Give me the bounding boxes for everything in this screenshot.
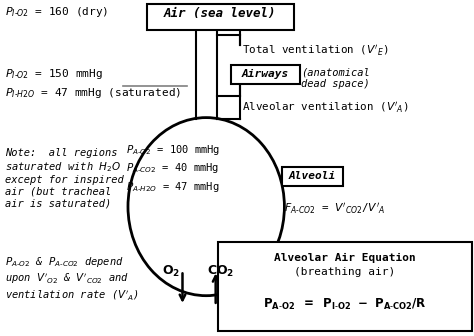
Text: $P_{A\text{-}H2O}$ = 47 mmHg: $P_{A\text{-}H2O}$ = 47 mmHg (126, 180, 219, 194)
Text: $P_{I\text{-}O2}$ = 160 (dry): $P_{I\text{-}O2}$ = 160 (dry) (5, 5, 108, 19)
Text: $P_{I\text{-}H2O}$ = 47 mmHg (saturated): $P_{I\text{-}H2O}$ = 47 mmHg (saturated) (5, 86, 181, 100)
Text: Alveolar Air Equation: Alveolar Air Equation (274, 253, 416, 263)
Text: $P_{I\text{-}O2}$ = 150 mmHg: $P_{I\text{-}O2}$ = 150 mmHg (5, 67, 102, 81)
Text: $\mathbf{O_2}$: $\mathbf{O_2}$ (162, 264, 180, 279)
Text: $F_{A\text{-}CO2}$ = $V'_{CO2}$/$V'_A$: $F_{A\text{-}CO2}$ = $V'_{CO2}$/$V'_A$ (284, 202, 386, 216)
FancyBboxPatch shape (231, 65, 300, 84)
Text: Alveoli: Alveoli (289, 171, 336, 181)
Text: $\mathbf{P_{A\text{-}O2}}$ $\mathbf{=}$ $\mathbf{P_{I\text{-}O2}}$ $\mathbf{-}$ : $\mathbf{P_{A\text{-}O2}}$ $\mathbf{=}$ … (263, 297, 427, 312)
Text: $P_{A\text{-}CO2}$ = 40 mmHg: $P_{A\text{-}CO2}$ = 40 mmHg (126, 161, 219, 175)
Text: (breathing air): (breathing air) (294, 267, 396, 277)
FancyBboxPatch shape (282, 167, 343, 186)
Text: $\mathbf{CO_2}$: $\mathbf{CO_2}$ (207, 264, 234, 279)
Text: (anatomical
dead space): (anatomical dead space) (301, 67, 370, 89)
Text: $P_{A\text{-}O2}$ & $P_{A\text{-}CO2}$ depend
upon $V'_{O2}$ & $V'_{CO2}$ and
ve: $P_{A\text{-}O2}$ & $P_{A\text{-}CO2}$ d… (5, 255, 139, 302)
Ellipse shape (128, 118, 284, 296)
FancyBboxPatch shape (147, 4, 294, 30)
Text: Total ventilation ($V'_E$): Total ventilation ($V'_E$) (242, 44, 388, 58)
Text: Air (sea level): Air (sea level) (164, 7, 277, 20)
Text: Alveolar ventilation ($V'_A$): Alveolar ventilation ($V'_A$) (242, 101, 408, 115)
Text: Airways: Airways (242, 69, 289, 79)
FancyBboxPatch shape (218, 242, 472, 331)
Text: Note:  all regions
saturated with $H_2O$
except for inspired
air (but tracheal
a: Note: all regions saturated with $H_2O$ … (5, 148, 124, 208)
Text: $P_{A\text{-}O2}$ = 100 mmHg: $P_{A\text{-}O2}$ = 100 mmHg (126, 143, 220, 157)
